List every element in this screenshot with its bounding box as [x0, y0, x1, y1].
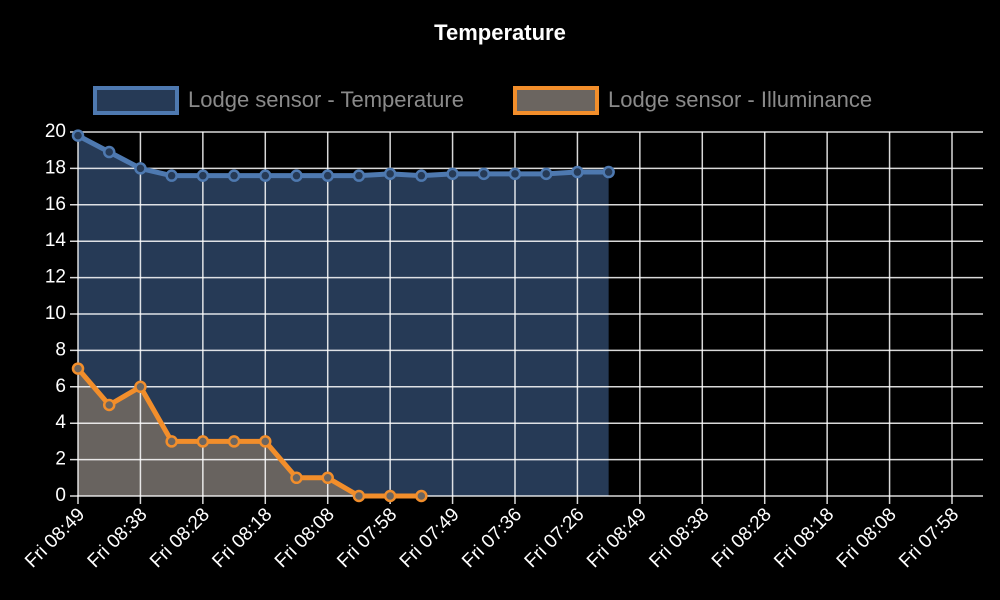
x-tick-label: Fri 07:49	[396, 504, 464, 572]
point	[102, 145, 116, 159]
y-tick-label: 10	[45, 303, 66, 324]
y-tick-label: 8	[55, 339, 66, 360]
point	[71, 129, 85, 142]
point	[165, 435, 178, 448]
point	[602, 165, 615, 179]
area	[78, 368, 422, 496]
legend-swatch	[513, 86, 599, 115]
x-tick-label: Fri 08:08	[271, 504, 339, 572]
point	[165, 169, 178, 182]
legend-label: Lodge sensor - Temperature	[188, 87, 464, 112]
line	[76, 133, 609, 179]
point	[227, 169, 241, 182]
y-tick-label: 0	[55, 485, 66, 506]
x-tick-label: Fri 08:38	[645, 504, 713, 572]
x-tick-label: Fri 08:28	[146, 504, 214, 572]
point	[71, 362, 85, 375]
point	[477, 167, 491, 181]
y-tick-label: 14	[45, 230, 67, 251]
point	[383, 489, 397, 503]
y-tick-label: 2	[55, 449, 66, 470]
y-tick-label: 16	[45, 194, 66, 215]
point	[383, 167, 397, 181]
point	[571, 165, 584, 179]
x-tick-label: Fri 07:58	[333, 504, 401, 572]
point	[134, 162, 147, 175]
x-tick-label: Fri 08:49	[21, 504, 89, 572]
point	[259, 169, 272, 182]
x-tick-label: Fri 07:36	[458, 504, 526, 572]
point	[415, 489, 428, 503]
point	[415, 169, 428, 182]
point	[352, 169, 366, 182]
point	[352, 489, 366, 503]
point	[321, 169, 334, 182]
point	[446, 167, 459, 181]
y-tick-label: 12	[45, 267, 66, 288]
y-tick-label: 6	[55, 376, 66, 397]
area	[78, 135, 609, 496]
x-tick-label: Fri 07:26	[521, 504, 589, 572]
x-tick-label: Fri 07:58	[895, 504, 963, 572]
x-tick-label: Fri 08:18	[770, 504, 838, 572]
point	[508, 167, 522, 181]
y-tick-label: 4	[55, 412, 66, 433]
x-tick-label: Fri 08:28	[708, 504, 776, 572]
point	[227, 435, 241, 448]
legend-label: Lodge sensor - Illuminance	[608, 87, 872, 112]
point	[539, 167, 553, 181]
point	[134, 380, 147, 394]
y-tick-label: 18	[45, 157, 66, 178]
point	[102, 398, 116, 412]
chart-title: Temperature	[434, 20, 566, 45]
point	[290, 169, 303, 182]
legend-swatch	[93, 86, 179, 115]
x-tick-label: Fri 08:49	[583, 504, 651, 572]
point	[290, 471, 303, 485]
y-tick-label: 20	[45, 121, 66, 142]
point	[321, 471, 334, 485]
x-tick-label: Fri 08:08	[833, 504, 901, 572]
x-tick-label: Fri 08:18	[208, 504, 276, 572]
point	[196, 169, 210, 182]
point	[196, 435, 210, 448]
areas	[78, 135, 609, 496]
x-tick-label: Fri 08:38	[84, 504, 152, 572]
point	[259, 435, 272, 448]
